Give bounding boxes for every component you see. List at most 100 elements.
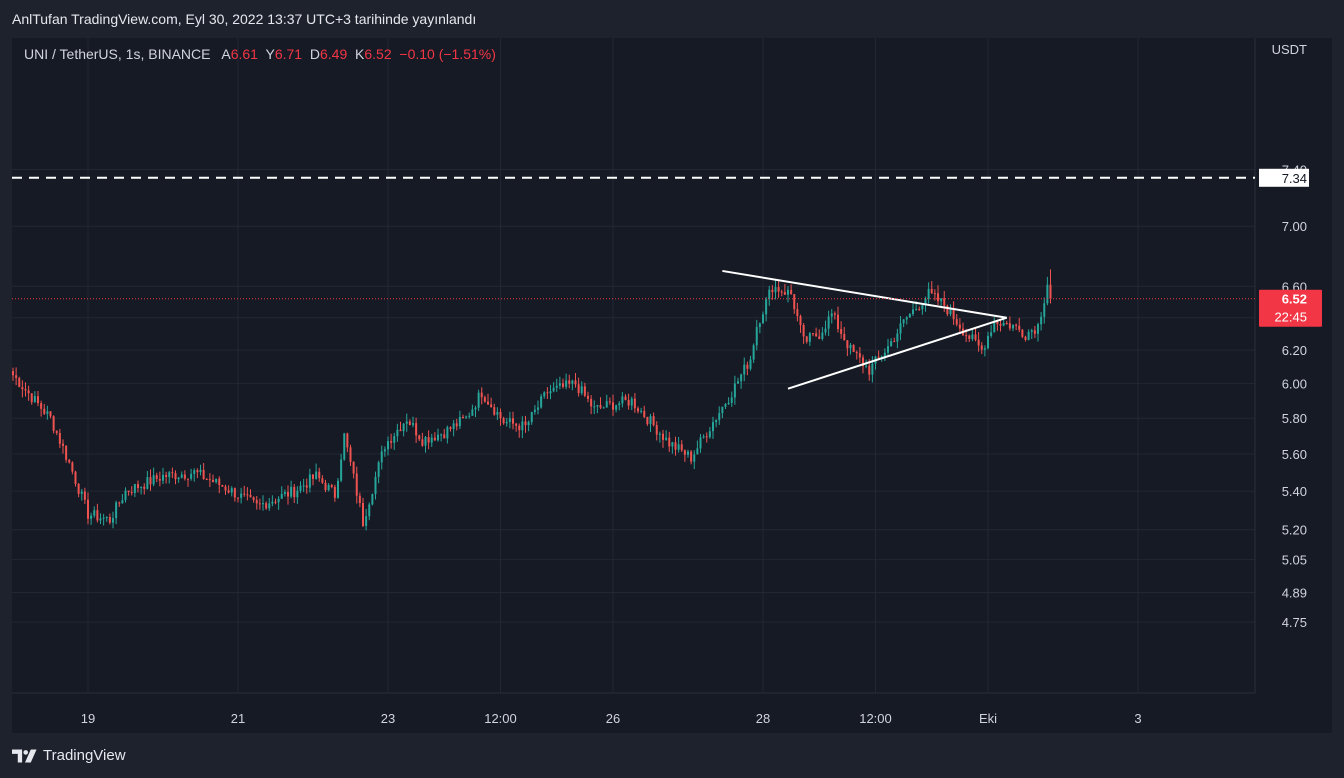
candle-body bbox=[187, 478, 189, 480]
y-tick-label: 6.00 bbox=[1282, 377, 1307, 392]
candle-body bbox=[780, 291, 783, 293]
last-price-tag bbox=[1259, 289, 1322, 327]
candle-body bbox=[524, 421, 527, 426]
candle-body bbox=[708, 431, 711, 438]
candle-body bbox=[468, 415, 471, 417]
candle-body bbox=[196, 470, 199, 473]
candle-body bbox=[946, 305, 949, 315]
candle-body bbox=[680, 444, 683, 451]
candle-body bbox=[640, 410, 643, 412]
symbol-legend: UNI / TetherUS, 1s, BINANCE A6.61 Y6.71 … bbox=[24, 46, 496, 62]
candle-body bbox=[512, 418, 514, 424]
candle-body bbox=[449, 427, 452, 429]
candle-body bbox=[702, 436, 705, 438]
candle-body bbox=[749, 359, 752, 369]
candle-body bbox=[658, 433, 661, 435]
candle-body bbox=[377, 462, 380, 477]
candle-body bbox=[637, 408, 639, 412]
candle-body bbox=[483, 397, 486, 402]
candle-body bbox=[118, 502, 121, 504]
candle-body bbox=[1018, 325, 1021, 330]
trendline-lower[interactable] bbox=[787, 316, 1008, 390]
candle-body bbox=[774, 287, 777, 293]
candle-body bbox=[1012, 324, 1014, 329]
candle-body bbox=[24, 389, 27, 391]
candle-body bbox=[462, 416, 464, 418]
candle-body bbox=[596, 405, 599, 407]
candle-body bbox=[605, 401, 608, 408]
candle-body bbox=[677, 444, 680, 450]
chart-canvas[interactable]: USDT7.407.006.606.406.206.005.805.605.40… bbox=[12, 38, 1332, 733]
candle-body bbox=[202, 469, 205, 480]
candle-body bbox=[215, 478, 218, 483]
candle-body bbox=[993, 321, 996, 333]
candle-body bbox=[71, 462, 74, 472]
candle-body bbox=[868, 365, 871, 375]
candle-body bbox=[46, 411, 49, 414]
candle-body bbox=[77, 483, 80, 494]
candle-body bbox=[518, 425, 521, 431]
candle-body bbox=[633, 398, 636, 409]
candle-body bbox=[696, 448, 699, 455]
candle-body bbox=[337, 480, 339, 498]
candle-body bbox=[243, 493, 246, 495]
candle-body bbox=[565, 380, 568, 387]
candle-body bbox=[349, 447, 352, 462]
candle-body bbox=[743, 364, 746, 375]
candle-body bbox=[515, 423, 518, 426]
candle-body bbox=[824, 328, 827, 333]
candle-body bbox=[55, 430, 58, 434]
candle-body bbox=[912, 309, 914, 314]
candle-body bbox=[308, 474, 311, 488]
candle-body bbox=[277, 498, 280, 503]
candle-body bbox=[671, 442, 674, 447]
candle-body bbox=[571, 380, 574, 384]
candle-body bbox=[174, 473, 177, 480]
chart-pane[interactable]: USDT7.407.006.606.406.206.005.805.605.40… bbox=[12, 38, 1332, 733]
candle-body bbox=[987, 335, 989, 349]
candle-body bbox=[555, 385, 558, 388]
candle-body bbox=[324, 482, 327, 491]
low-value: 6.49 bbox=[320, 46, 348, 62]
candle-body bbox=[399, 429, 402, 432]
candle-body bbox=[943, 298, 946, 306]
x-tick-label: 19 bbox=[81, 711, 95, 726]
candle-body bbox=[849, 344, 852, 349]
candle-body bbox=[358, 495, 361, 504]
candle-body bbox=[937, 293, 939, 302]
candle-body bbox=[843, 333, 846, 341]
candle-body bbox=[115, 502, 118, 519]
low-label: D bbox=[309, 46, 320, 62]
candle-body bbox=[143, 486, 146, 489]
close-label: K bbox=[355, 46, 365, 62]
x-tick-label: 28 bbox=[756, 711, 770, 726]
candle-body bbox=[183, 474, 186, 479]
candle-body bbox=[58, 433, 61, 444]
candle-body bbox=[665, 437, 668, 440]
candle-body bbox=[305, 485, 308, 488]
candle-body bbox=[787, 289, 789, 295]
candle-body bbox=[424, 437, 427, 446]
candle-body bbox=[552, 387, 555, 392]
candle-body bbox=[490, 404, 493, 408]
candle-body bbox=[280, 493, 283, 499]
candle-body bbox=[793, 294, 796, 310]
candle-body bbox=[549, 391, 552, 394]
candle-body bbox=[740, 374, 743, 382]
candle-body bbox=[287, 492, 289, 497]
candle-body bbox=[149, 477, 152, 485]
candle-body bbox=[18, 378, 21, 388]
x-tick-label: Eki bbox=[979, 711, 997, 726]
trendline-upper[interactable] bbox=[722, 269, 1007, 319]
candle-body bbox=[705, 436, 708, 438]
symbol-title[interactable]: UNI / TetherUS, 1s, BINANCE bbox=[24, 46, 211, 62]
candle-body bbox=[299, 485, 302, 491]
candle-body bbox=[205, 479, 208, 481]
open-value: 6.61 bbox=[230, 46, 258, 62]
candle-body bbox=[927, 288, 930, 299]
tradingview-brand[interactable]: TradingView bbox=[12, 747, 126, 764]
candle-body bbox=[487, 401, 489, 405]
candle-body bbox=[330, 485, 333, 487]
candle-body bbox=[268, 503, 271, 509]
candle-body bbox=[977, 339, 980, 346]
